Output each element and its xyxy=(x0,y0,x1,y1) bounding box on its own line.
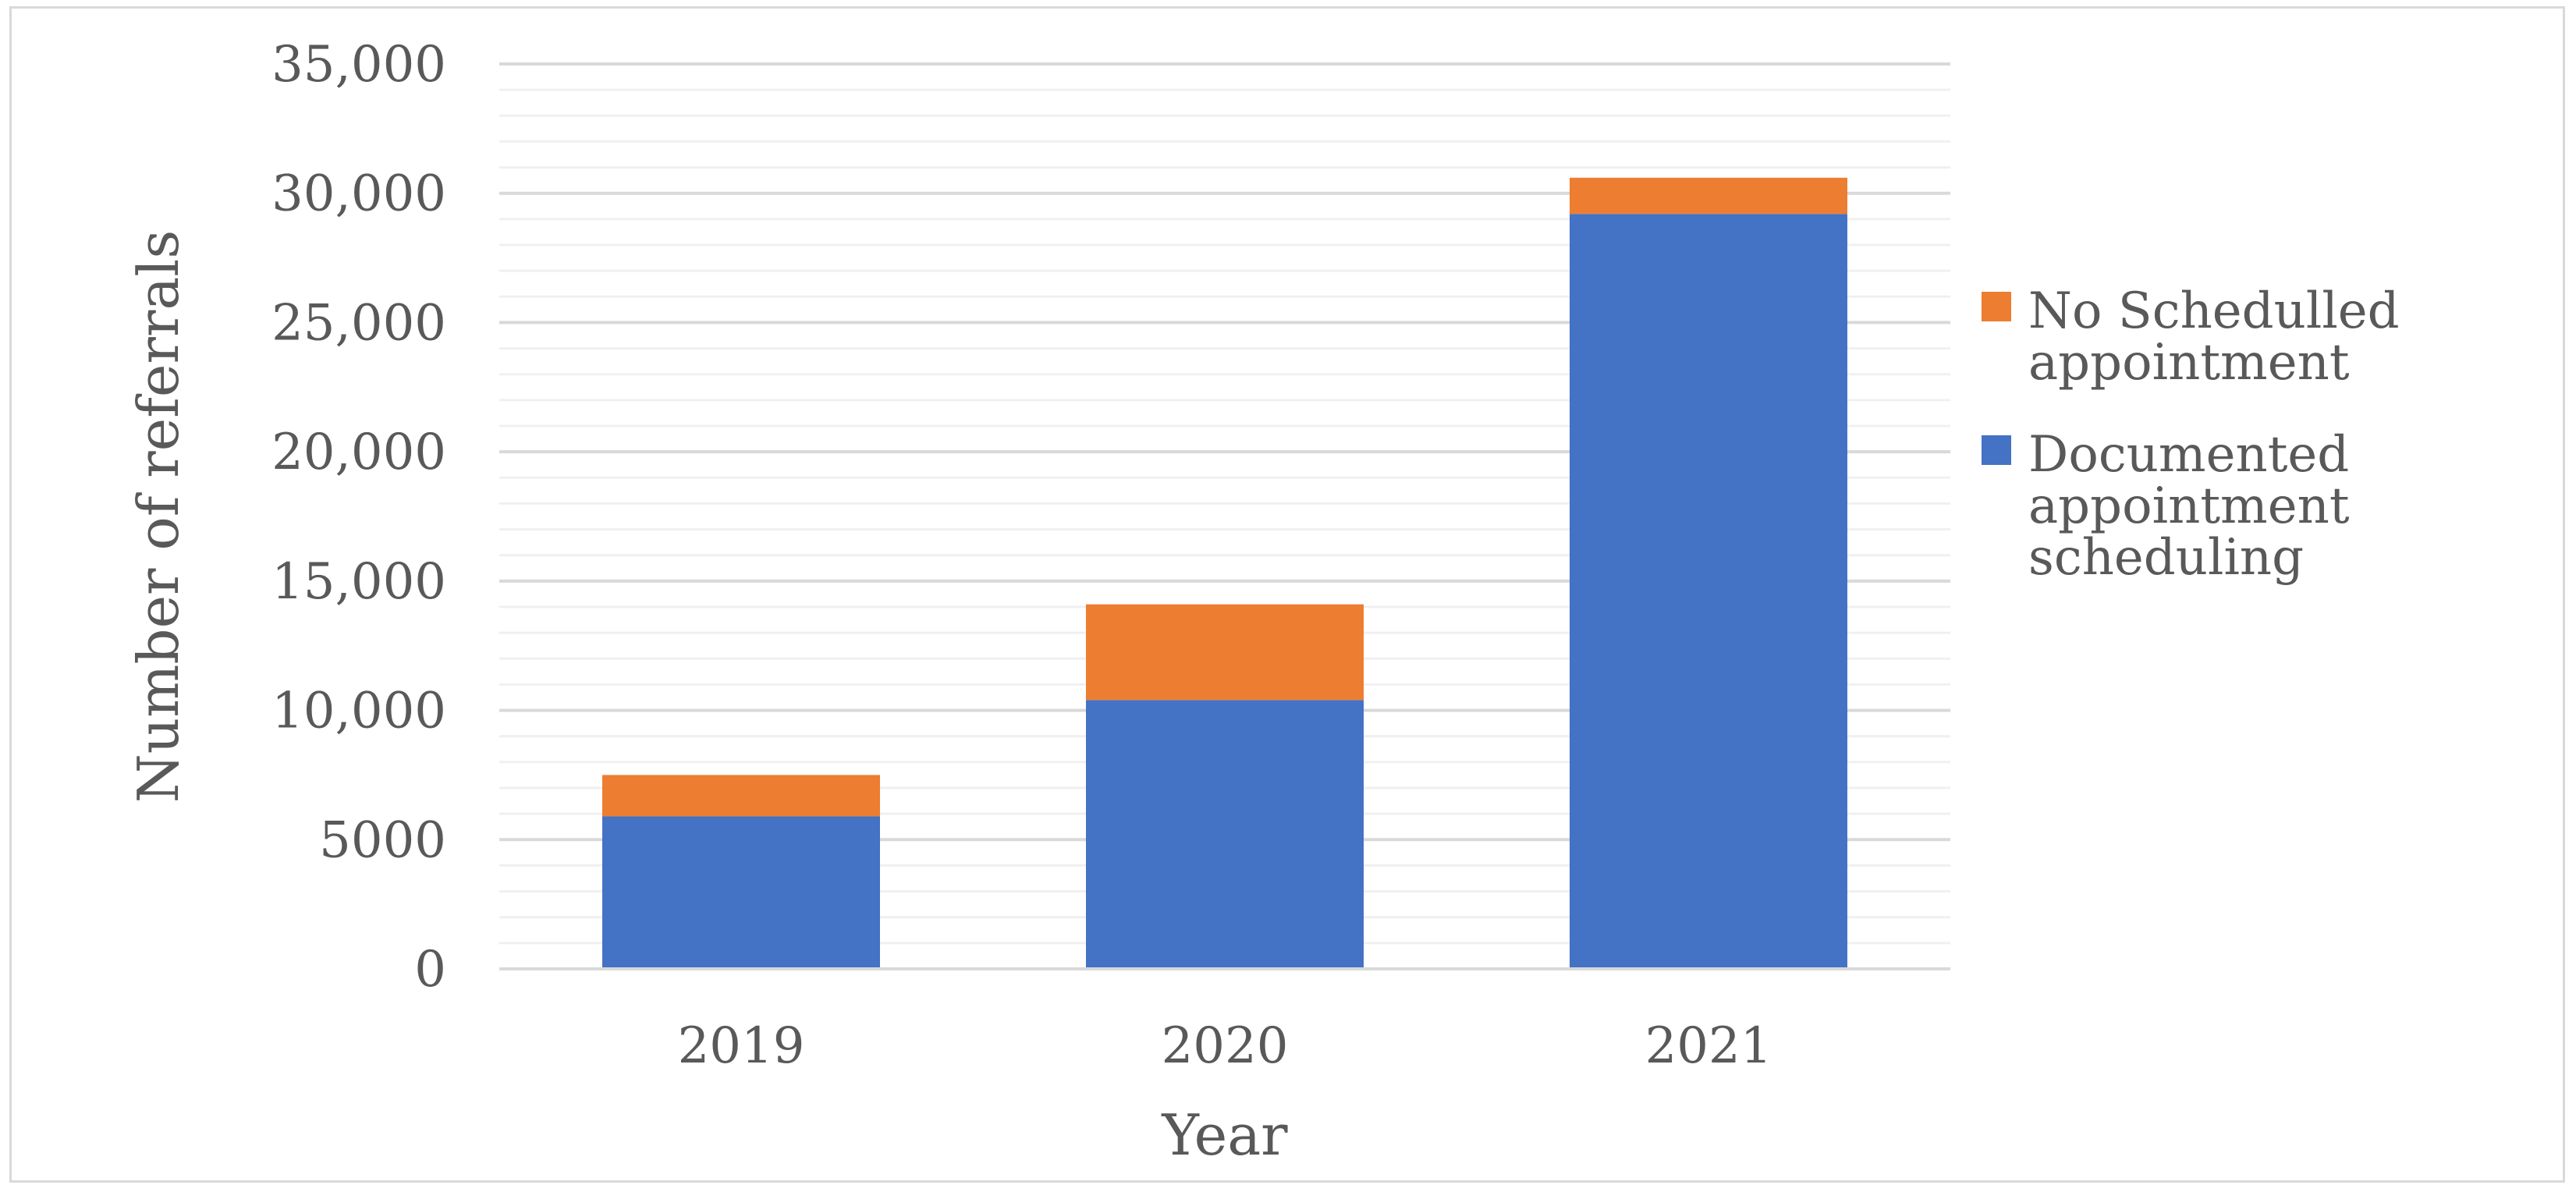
legend-label: appointment xyxy=(2028,477,2350,535)
bar-2020-series-1 xyxy=(1086,604,1364,701)
legend-label: Documented xyxy=(2028,426,2349,484)
y-tick-label: 0 xyxy=(414,941,446,999)
bar-2019-series-1 xyxy=(602,775,880,817)
x-tick-label: 2020 xyxy=(1162,1017,1289,1075)
y-tick-label: 5000 xyxy=(319,811,446,869)
y-tick-label: 20,000 xyxy=(271,424,446,481)
legend-label: appointment xyxy=(2028,334,2350,392)
legend-label: No Schedulled xyxy=(2028,282,2400,340)
bars xyxy=(602,177,1847,969)
legend-swatch xyxy=(1982,292,2011,321)
y-tick-label: 10,000 xyxy=(271,683,446,740)
x-tick-label: 2019 xyxy=(678,1017,805,1075)
y-tick-label: 15,000 xyxy=(271,553,446,611)
x-tick-label: 2021 xyxy=(1645,1017,1772,1075)
legend: No SchedulledappointmentDocumentedappoin… xyxy=(1982,282,2400,587)
chart-frame xyxy=(9,6,2565,1183)
legend-label: scheduling xyxy=(2028,529,2304,587)
x-axis-tick-labels: 2019 2020 2021 xyxy=(678,1017,1772,1075)
legend-swatch xyxy=(1982,435,2011,465)
y-tick-label: 30,000 xyxy=(271,165,446,223)
bar-2021-series-0 xyxy=(1570,214,1847,969)
x-axis-title: Year xyxy=(1161,1102,1288,1168)
y-axis-tick-labels: 0 5000 10,000 15,000 20,000 25,000 30,000 35,00… xyxy=(271,36,446,999)
bar-2020-series-0 xyxy=(1086,700,1364,969)
bar-2019-series-0 xyxy=(602,816,880,969)
y-tick-label: 35,000 xyxy=(271,36,446,94)
y-tick-label: 25,000 xyxy=(271,294,446,352)
y-axis-title: Number of referrals xyxy=(126,230,191,804)
bar-2021-series-1 xyxy=(1570,177,1847,215)
